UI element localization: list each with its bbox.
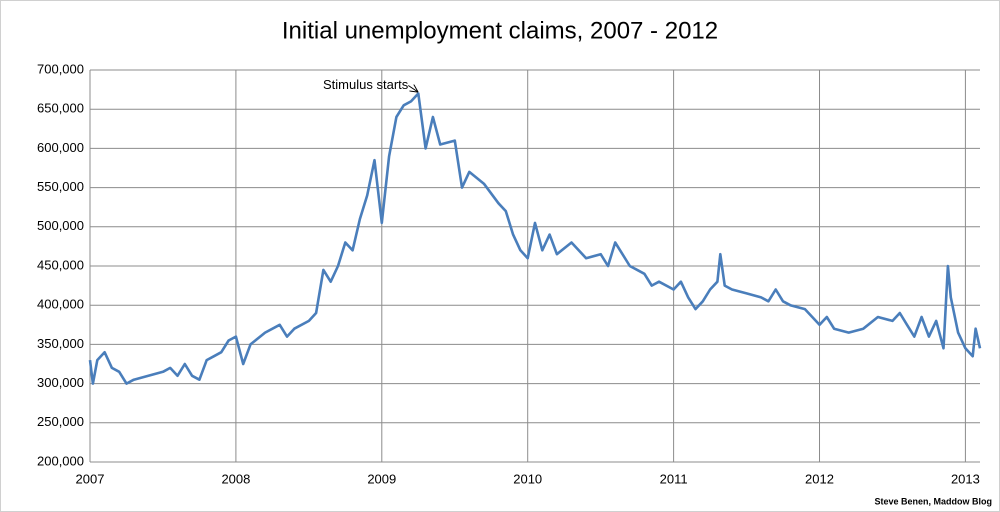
y-tick-label: 550,000 — [37, 179, 84, 194]
data-line — [88, 92, 982, 385]
y-tick-label: 500,000 — [37, 218, 84, 233]
y-tick-label: 600,000 — [37, 140, 84, 155]
annotation: Stimulus starts — [323, 77, 409, 92]
y-tick-label: 650,000 — [37, 101, 84, 116]
x-tick-label: 2009 — [367, 471, 396, 486]
x-tick-label: 2013 — [951, 471, 980, 486]
y-tick-label: 300,000 — [37, 375, 84, 390]
x-tick-label: 2010 — [513, 471, 542, 486]
y-tick-label: 250,000 — [37, 414, 84, 429]
credit: Steve Benen, Maddow Blog — [874, 496, 992, 506]
y-tick-label: 450,000 — [37, 257, 84, 272]
y-tick-label: 400,000 — [37, 297, 84, 312]
x-tick-label: 2007 — [76, 471, 105, 486]
x-tick-label: 2011 — [660, 471, 688, 486]
x-tick-label: 2008 — [221, 471, 250, 486]
x-tick-label: 2012 — [805, 471, 834, 486]
y-tick-label: 700,000 — [37, 61, 84, 76]
y-tick-label: 200,000 — [37, 453, 84, 468]
y-tick-label: 350,000 — [37, 336, 84, 351]
annotation-arrow — [408, 86, 417, 92]
chart-title: Initial unemployment claims, 2007 - 2012 — [282, 17, 718, 44]
